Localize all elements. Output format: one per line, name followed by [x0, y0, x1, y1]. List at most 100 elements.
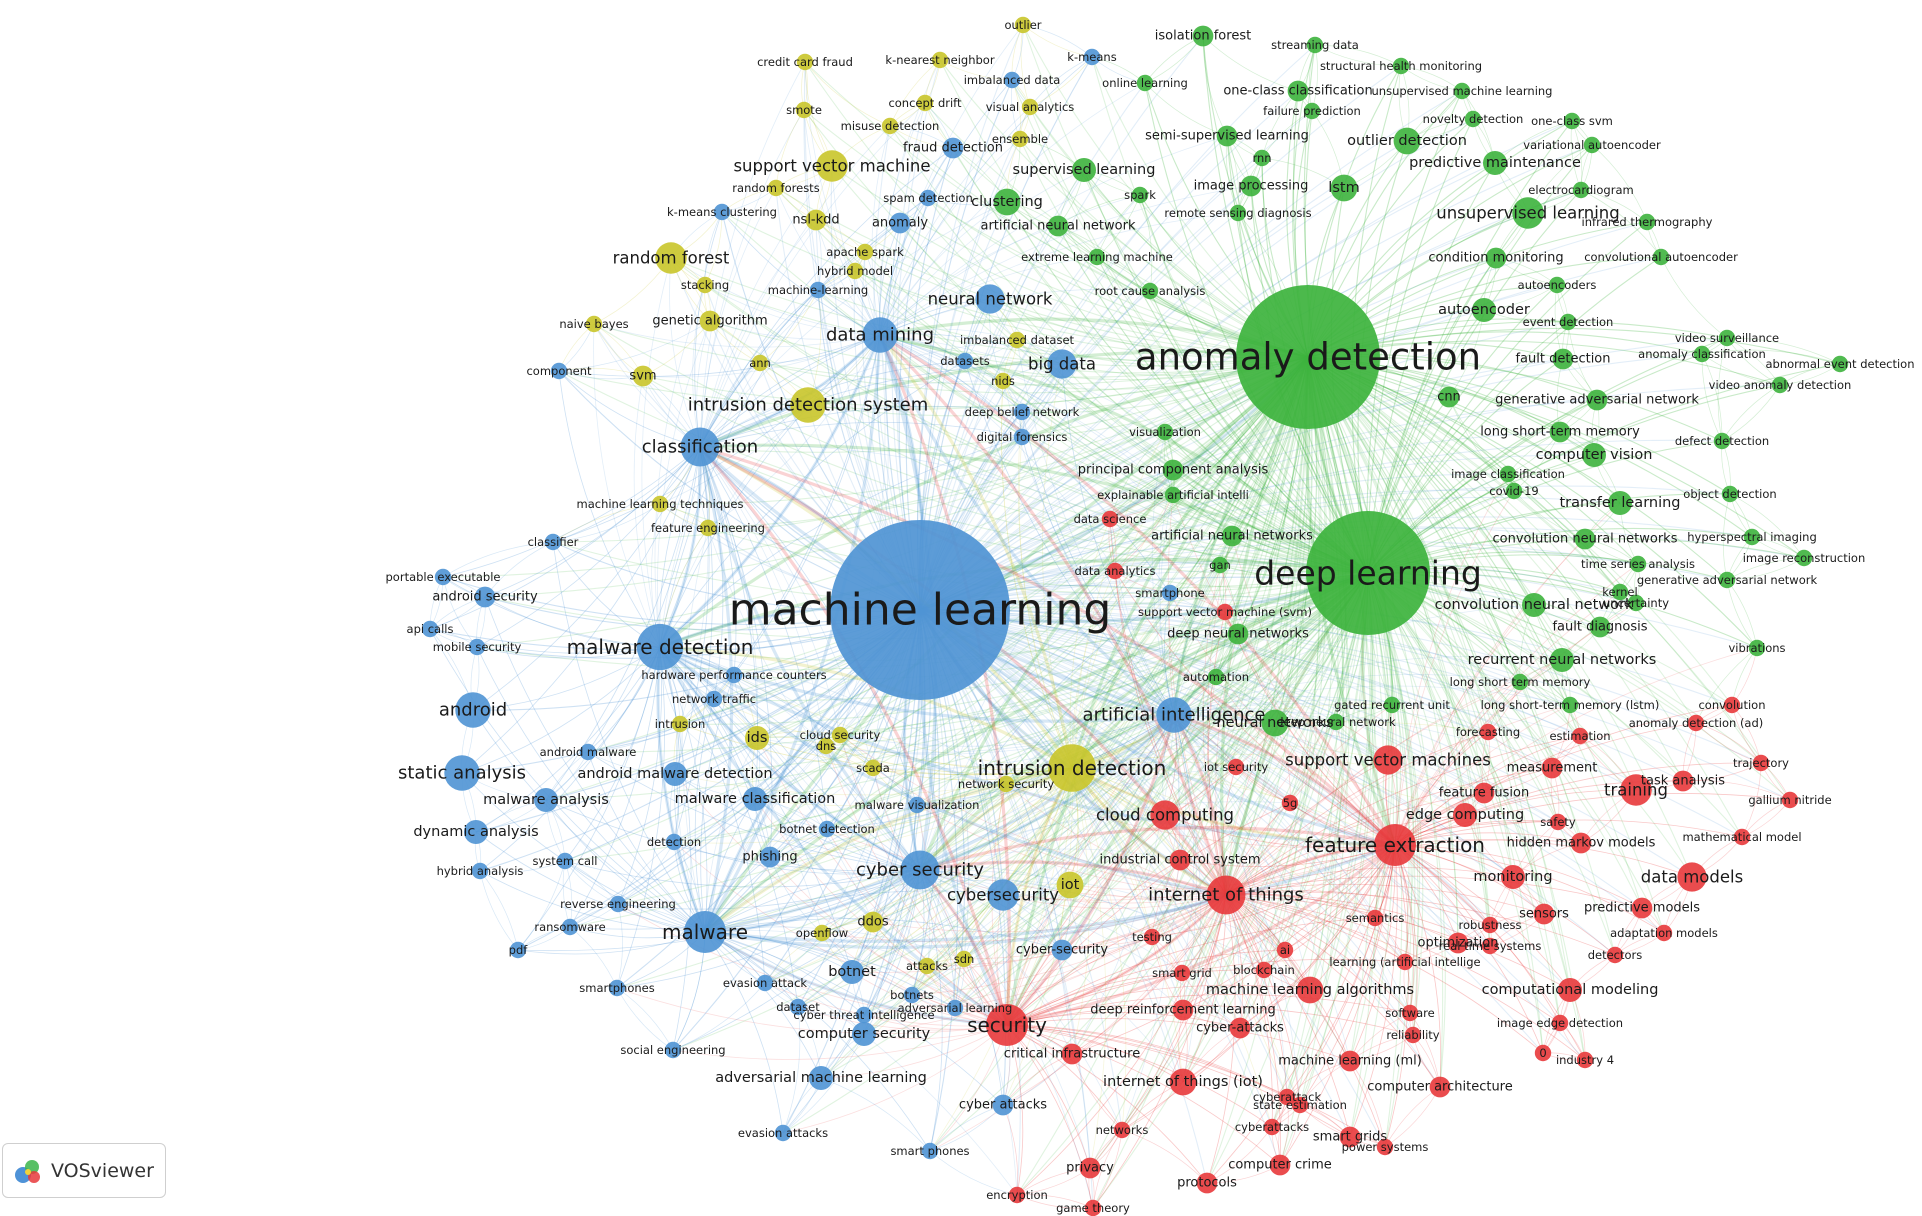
node-trajectory[interactable]: [1752, 754, 1770, 772]
node-semi-supervised-learning[interactable]: [1216, 125, 1238, 147]
node-automation[interactable]: [1207, 668, 1225, 686]
node-outlier[interactable]: [1014, 16, 1032, 34]
node-video-surveillance[interactable]: [1718, 329, 1736, 347]
node-system-call[interactable]: [556, 852, 574, 870]
node-reliability[interactable]: [1404, 1026, 1422, 1044]
node-evasion-attacks[interactable]: [774, 1124, 792, 1142]
node-computer-architecture[interactable]: [1429, 1076, 1451, 1098]
node-smart-phones[interactable]: [921, 1142, 939, 1160]
node-internet-of-things-iot[interactable]: [1169, 1068, 1197, 1096]
node-support-vector-machine[interactable]: [816, 150, 848, 182]
node-anomaly[interactable]: [889, 212, 911, 234]
node-long-short-term-memory-2[interactable]: [1511, 673, 1529, 691]
node-long-short-term-memory[interactable]: [1549, 421, 1571, 443]
node-mobile-security[interactable]: [468, 638, 486, 656]
node-uncertainty[interactable]: [1627, 594, 1645, 612]
node-edge-computing[interactable]: [1452, 802, 1478, 828]
node-iot-security[interactable]: [1227, 758, 1245, 776]
node-structural-health-monitoring[interactable]: [1392, 57, 1410, 75]
node-5g[interactable]: [1281, 794, 1299, 812]
node-genetic-algorithm[interactable]: [699, 310, 721, 332]
node-time-series-analysis[interactable]: [1629, 555, 1647, 573]
node-classification[interactable]: [680, 427, 720, 467]
node-botnet-detection[interactable]: [818, 820, 836, 838]
node-semantics[interactable]: [1366, 909, 1384, 927]
node-monitoring[interactable]: [1500, 864, 1526, 890]
node-convolution-neural-networks[interactable]: [1574, 528, 1596, 550]
node-one-class-svm[interactable]: [1563, 112, 1581, 130]
node-one-class-classification[interactable]: [1287, 80, 1309, 102]
node-portable-executable[interactable]: [434, 568, 452, 586]
node-hybrid-analysis[interactable]: [471, 862, 489, 880]
node-anomaly-detection-ad[interactable]: [1687, 714, 1705, 732]
node-covid-19[interactable]: [1505, 482, 1523, 500]
node-remote-sensing-diagnosis[interactable]: [1229, 204, 1247, 222]
node-iot[interactable]: [1056, 871, 1084, 899]
node-learning-artificial-intellige[interactable]: [1396, 953, 1414, 971]
node-blockchain[interactable]: [1255, 961, 1273, 979]
node-intrusion-detection-system[interactable]: [790, 387, 826, 423]
node-infrared-thermography[interactable]: [1638, 213, 1656, 231]
node-cyber-security-2[interactable]: [1051, 939, 1073, 961]
node-power-systems[interactable]: [1376, 1138, 1394, 1156]
node-privacy[interactable]: [1079, 1157, 1101, 1179]
node-k-nearest-neighbor[interactable]: [931, 51, 949, 69]
node-machine-learning-algorithms[interactable]: [1296, 976, 1324, 1004]
node-malware-visualization[interactable]: [908, 796, 926, 814]
node-variational-autoencoder[interactable]: [1583, 136, 1601, 154]
node-dataset[interactable]: [789, 998, 807, 1016]
node-adversarial-machine-learning[interactable]: [808, 1065, 834, 1091]
node-condition-monitoring[interactable]: [1485, 247, 1507, 269]
node-gan[interactable]: [1211, 556, 1229, 574]
node-botnets[interactable]: [903, 986, 921, 1004]
node-real-time-systems[interactable]: [1481, 937, 1499, 955]
node-k-means-clustering[interactable]: [713, 203, 731, 221]
node-intrusion-detection[interactable]: [1048, 744, 1096, 792]
node-spam-detection[interactable]: [919, 189, 937, 207]
node-encryption[interactable]: [1008, 1186, 1026, 1204]
node-image-processing[interactable]: [1240, 175, 1262, 197]
node-online-learning[interactable]: [1136, 74, 1154, 92]
node-streaming-data[interactable]: [1306, 36, 1324, 54]
node-smart-grids[interactable]: [1339, 1126, 1361, 1148]
node-cloud-security[interactable]: [831, 726, 849, 744]
node-failure-prediction[interactable]: [1303, 102, 1321, 120]
node-stacking[interactable]: [696, 276, 714, 294]
node-image-edge-detection[interactable]: [1551, 1014, 1569, 1032]
node-artificial-intelligence[interactable]: [1156, 697, 1192, 733]
node-recurrent-neural-networks[interactable]: [1549, 647, 1575, 673]
node-neural-network[interactable]: [975, 284, 1005, 314]
node-autoencoder[interactable]: [1471, 297, 1497, 323]
node-deep-reinforcement-learning[interactable]: [1172, 999, 1194, 1021]
node-api-calls[interactable]: [421, 620, 439, 638]
node-cnn[interactable]: [1438, 386, 1460, 408]
node-cloud-computing[interactable]: [1150, 800, 1180, 830]
node-neural-networks[interactable]: [1261, 709, 1289, 737]
node-adaptation-models[interactable]: [1655, 924, 1673, 942]
node-task-analysis[interactable]: [1672, 770, 1694, 792]
node-naive-bayes[interactable]: [585, 315, 603, 333]
node-nsl-kdd[interactable]: [805, 209, 827, 231]
node-cyber-threat-intelligence[interactable]: [855, 1006, 873, 1024]
node-k-means[interactable]: [1083, 48, 1101, 66]
node-image-classification[interactable]: [1499, 465, 1517, 483]
node-generative-adversarial-network[interactable]: [1586, 389, 1608, 411]
node-data-models[interactable]: [1677, 862, 1707, 892]
node-random-forest[interactable]: [655, 242, 687, 274]
node-openflow[interactable]: [813, 924, 831, 942]
node-malware-detection[interactable]: [636, 623, 684, 671]
node-image-reconstruction[interactable]: [1795, 549, 1813, 567]
node-hyperspectral-imaging[interactable]: [1743, 528, 1761, 546]
node-big-data[interactable]: [1047, 349, 1077, 379]
node-fraud-detection[interactable]: [942, 137, 964, 159]
node-deep-neural-networks[interactable]: [1227, 623, 1249, 645]
node-convolutional-autoencoder[interactable]: [1652, 248, 1670, 266]
node-mathematical-model[interactable]: [1733, 828, 1751, 846]
node-nids[interactable]: [994, 372, 1012, 390]
node-security[interactable]: [985, 1003, 1029, 1047]
node-software[interactable]: [1401, 1004, 1419, 1022]
node-cyberattacks[interactable]: [1263, 1118, 1281, 1136]
node-smartphone[interactable]: [1161, 584, 1179, 602]
node-android-malware[interactable]: [579, 743, 597, 761]
node-misuse-detection[interactable]: [881, 117, 899, 135]
